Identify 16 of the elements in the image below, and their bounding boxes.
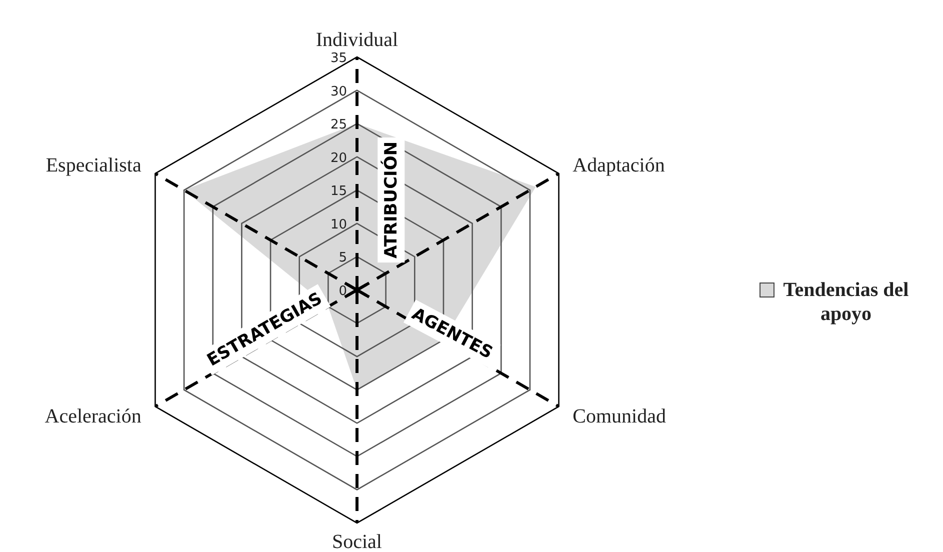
y-tick-label: 10: [330, 217, 347, 232]
y-tick-label: 15: [330, 184, 347, 200]
y-tick-label: 0: [338, 284, 347, 299]
y-tick-label: 25: [330, 118, 347, 133]
spoke-label: Adaptación: [572, 154, 665, 176]
y-tick-label: 30: [330, 84, 347, 100]
spoke-label: Individual: [316, 29, 399, 51]
legend-label: Tendencias del apoyo: [783, 279, 910, 325]
y-tick-label: 20: [330, 150, 347, 166]
spoke-label: Especialista: [46, 154, 142, 176]
y-tick-label: 35: [330, 51, 347, 66]
spoke-label: Aceleración: [44, 406, 142, 428]
text: ATRIBUCIÓN: [380, 141, 402, 259]
y-tick-label: 5: [338, 250, 347, 266]
spoke-label: Social: [332, 531, 382, 552]
spoke-label: Comunidad: [572, 406, 666, 428]
